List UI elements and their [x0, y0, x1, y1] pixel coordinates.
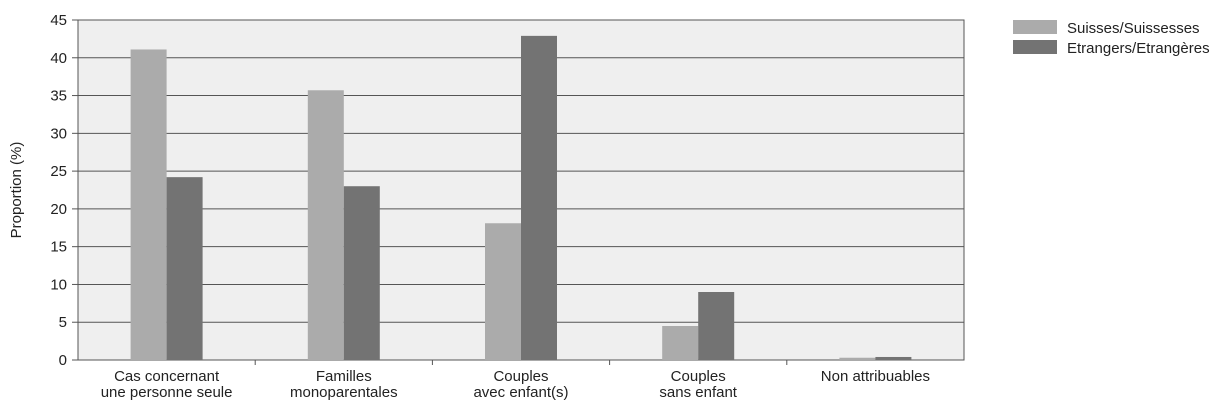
bar [839, 357, 876, 360]
legend-swatch [1013, 40, 1057, 54]
legend-swatch [1013, 20, 1057, 34]
y-tick-label: 25 [50, 163, 67, 180]
y-tick-label: 35 [50, 88, 67, 105]
bar [875, 356, 912, 360]
x-category-label: Couples sans enfant [659, 368, 737, 401]
x-category-label: Familles monoparentales [290, 368, 398, 401]
y-axis-title: Proportion (%) [8, 142, 25, 239]
y-tick-label: 15 [50, 239, 67, 256]
x-category-label: Non attribuables [821, 368, 930, 385]
bar [521, 35, 557, 360]
bar [485, 223, 521, 360]
legend: Suisses/Suissesses Etrangers/Etrangères [1013, 20, 1210, 57]
y-axis-ticks: 0 5 10 15 20 25 30 35 40 45 [50, 12, 78, 369]
bar [166, 177, 203, 360]
y-tick-label: 40 [50, 50, 67, 67]
x-axis-categories: Cas concernant une personne seule Familles… [101, 360, 930, 401]
bar [343, 186, 380, 360]
bar [130, 49, 167, 360]
y-tick-label: 0 [59, 352, 67, 369]
bar [662, 326, 699, 360]
y-tick-label: 45 [50, 12, 67, 29]
x-category-label: Cas concernant une personne seule [101, 368, 233, 401]
bars [130, 35, 912, 361]
bar [307, 90, 344, 361]
y-tick-label: 20 [50, 201, 67, 218]
legend-label: Etrangers/Etrangères [1067, 40, 1210, 57]
y-tick-label: 10 [50, 276, 67, 293]
y-tick-label: 30 [50, 125, 67, 142]
x-category-label: Couples avec enfant(s) [473, 368, 568, 401]
legend-label: Suisses/Suissesses [1067, 20, 1200, 37]
y-tick-label: 5 [59, 314, 67, 331]
bar [698, 292, 735, 360]
